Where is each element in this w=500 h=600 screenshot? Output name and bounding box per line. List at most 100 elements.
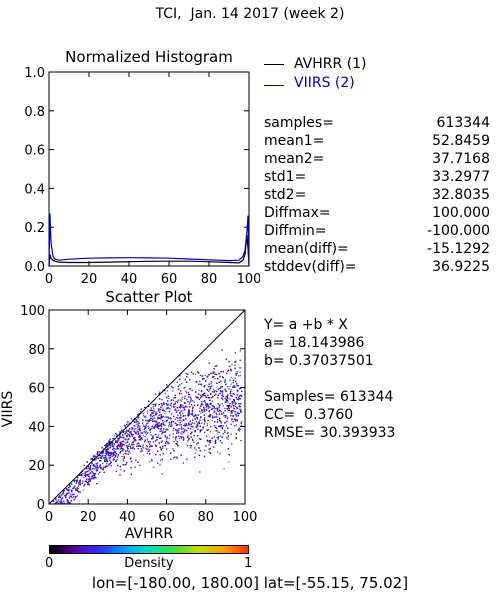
scatter-point <box>210 386 212 388</box>
scatter-point <box>177 420 179 422</box>
scatter-point <box>88 482 90 484</box>
scatter-point <box>89 476 91 478</box>
scatter-point <box>73 496 75 498</box>
scatter-point <box>240 395 243 397</box>
scatter-point <box>185 392 188 394</box>
scatter-point <box>180 415 182 417</box>
scatter-point <box>229 398 231 400</box>
scatter-point <box>116 433 118 436</box>
scatter-point <box>176 431 178 433</box>
scatter-point <box>201 429 203 431</box>
stat-label: Diffmin= <box>264 223 327 239</box>
scatter-point <box>225 358 227 360</box>
scatter-point <box>137 448 139 450</box>
stat-value: -15.1292 <box>427 241 490 257</box>
scatter-point <box>72 487 74 490</box>
scatter-point <box>194 418 196 420</box>
scatter-point <box>88 475 90 477</box>
scatter-point <box>228 361 230 363</box>
scatter-point <box>196 422 199 424</box>
scatter-point <box>158 442 160 444</box>
scatter-point <box>103 448 105 450</box>
scatter-point <box>174 429 177 431</box>
scatter-point <box>227 395 229 397</box>
scatter-point <box>65 494 67 496</box>
scatter-point <box>113 438 115 440</box>
scatter-point <box>206 425 208 427</box>
scatter-point <box>61 510 62 511</box>
scatter-point <box>125 431 127 433</box>
scatter-point <box>123 449 125 451</box>
scatter-point <box>127 441 129 443</box>
scatter-point <box>145 434 147 436</box>
scatter-point <box>62 504 63 505</box>
scatter-point <box>133 438 135 440</box>
scatter-point <box>199 419 201 421</box>
scatter-point <box>190 423 192 425</box>
scatter-point <box>221 403 223 405</box>
scatter-point <box>187 401 189 403</box>
scatter-point <box>68 487 70 489</box>
scatter-point <box>59 514 60 515</box>
scatter-point <box>233 408 235 410</box>
scatter-point <box>138 439 140 441</box>
scatter-point <box>234 418 236 421</box>
scatter-point <box>219 418 221 420</box>
scatter-point <box>194 415 196 417</box>
scatter-point <box>55 518 56 519</box>
scatter-point <box>112 458 114 460</box>
scatter-point <box>220 386 222 388</box>
scatter-point <box>147 448 149 450</box>
scatter-point <box>207 440 209 442</box>
scatter-point <box>112 453 114 455</box>
scatter-point <box>179 422 181 424</box>
scatter-point <box>166 448 168 450</box>
scatter-point <box>117 448 119 450</box>
scatter-point <box>231 404 233 406</box>
scatter-point <box>94 473 97 475</box>
scatter-point <box>109 440 111 443</box>
scatter-point <box>192 406 194 408</box>
scatter-point <box>68 489 70 491</box>
scatter-point <box>63 502 65 504</box>
scatter-point <box>61 510 62 511</box>
scatter-point <box>128 422 131 424</box>
scatter-point <box>139 428 141 430</box>
scatter-point <box>203 393 205 395</box>
scatter-point <box>230 410 232 412</box>
scatter-point <box>214 416 216 418</box>
scatter-point <box>70 493 72 495</box>
scatter-point <box>129 445 131 447</box>
scatter-point <box>59 507 60 508</box>
scatter-point <box>61 507 62 508</box>
scatter-point <box>86 482 88 484</box>
scatter-point <box>197 442 199 444</box>
scatter-point <box>63 490 65 492</box>
scatter-point <box>60 510 61 511</box>
scatter-point <box>121 429 123 431</box>
scatter-point <box>229 379 231 381</box>
scatter-point <box>199 429 201 431</box>
scatter-point <box>190 400 192 402</box>
scatter-point <box>126 429 128 431</box>
scatter-point <box>173 457 175 459</box>
scatter-point <box>62 508 63 509</box>
scatter-point <box>224 431 226 433</box>
scatter-point <box>76 495 78 497</box>
scatter-point <box>212 376 214 378</box>
scatter-point <box>192 426 194 428</box>
scatter-point <box>230 423 232 425</box>
scatter-point <box>149 415 152 417</box>
scatter-point <box>83 464 85 466</box>
scatter-point <box>162 408 164 410</box>
scatter-point <box>175 436 177 438</box>
scatter-point <box>240 425 242 427</box>
scatter-point <box>226 405 228 407</box>
scatter-point <box>115 448 117 450</box>
scatter-point <box>132 427 134 429</box>
scatter-point <box>73 486 75 489</box>
scatter-point <box>157 434 159 436</box>
scatter-point <box>233 399 235 401</box>
scatter-point <box>231 410 233 412</box>
scatter-point <box>91 471 93 474</box>
